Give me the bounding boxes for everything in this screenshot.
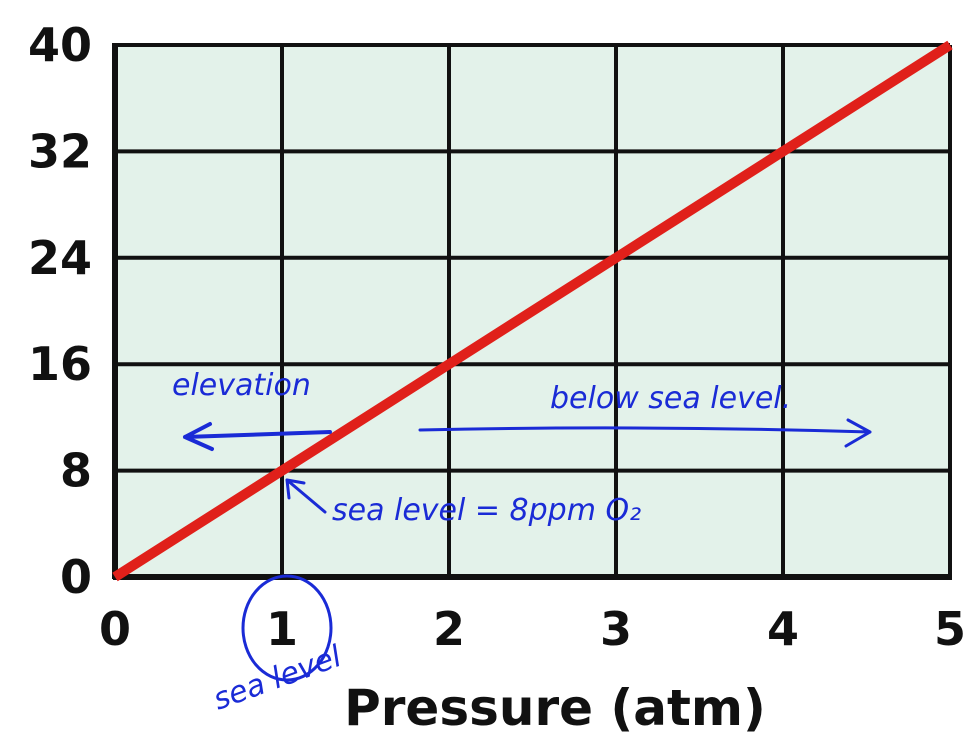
x-tick-label: 1 (266, 602, 298, 656)
x-axis-label: Pressure (atm) (344, 679, 766, 737)
x-tick-label: 3 (600, 602, 632, 656)
y-tick-labels: 0 8 16 24 32 40 (28, 18, 92, 604)
y-tick-label: 8 (60, 444, 92, 498)
arrow-right-icon (418, 418, 872, 448)
x-tick-labels: 0 1 2 3 4 5 (99, 602, 966, 656)
arrow-left-icon (183, 422, 332, 451)
y-tick-label: 0 (60, 550, 92, 604)
x-tick-label: 4 (767, 602, 799, 656)
series-group (112, 40, 953, 582)
series-line (112, 40, 953, 582)
x-tick-label: 0 (99, 602, 131, 656)
annotation-sea-level-point: sea level = 8ppm O₂ (332, 493, 641, 528)
y-tick-label: 16 (28, 337, 92, 391)
x-tick-label: 5 (934, 602, 966, 656)
y-tick-label: 32 (28, 124, 92, 178)
x-tick-label: 2 (433, 602, 465, 656)
annotation-below-sea-level: below sea level. (550, 381, 791, 416)
grid (112, 43, 952, 580)
y-tick-label: 40 (28, 18, 92, 72)
arrow-up-left-icon (285, 478, 327, 514)
y-tick-label: 24 (28, 231, 92, 285)
annotation-elevation: elevation (172, 368, 311, 403)
circle-marker (241, 574, 333, 682)
